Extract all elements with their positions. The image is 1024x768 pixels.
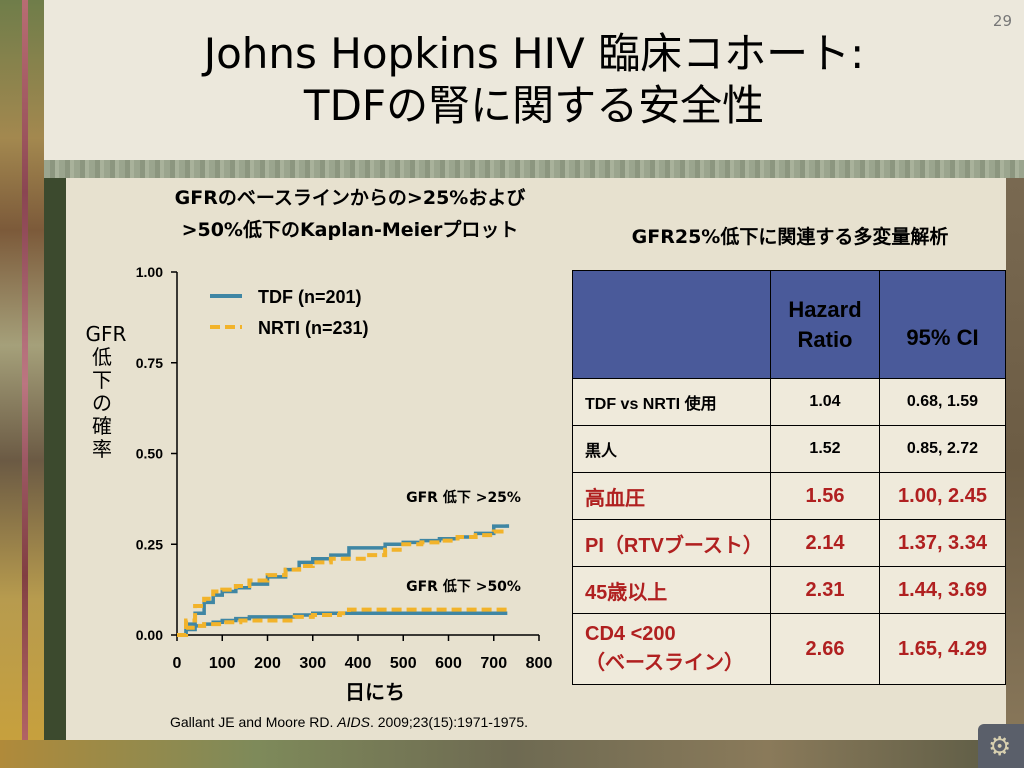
table-row: PI（RTVブースト） 2.14 1.37, 3.34 <box>572 519 1006 567</box>
citation: Gallant JE and Moore RD. AIDS. 2009;23(1… <box>170 714 528 730</box>
legend-label-nrti: NRTI (n=231) <box>258 318 369 338</box>
citation-journal: AIDS <box>337 714 370 730</box>
chart-title-line-1: GFRのベースラインからの>25%および <box>174 187 526 209</box>
chart-annotation: GFR 低下 >25% <box>406 489 521 506</box>
y-tick-label: 0.50 <box>136 446 163 462</box>
y-tick-label: 0.00 <box>136 627 163 643</box>
table-cell-hazard-ratio: 1.52 <box>770 425 880 473</box>
title-line-2: TDFの腎に関する安全性 <box>303 81 765 130</box>
table-cell-label: 黒人 <box>572 425 771 473</box>
y-tick-label: 0.25 <box>136 536 163 552</box>
slide-title: Johns Hopkins HIV 臨床コホート: TDFの腎に関する安全性 <box>44 28 1024 132</box>
x-tick-label: 400 <box>345 655 372 672</box>
table-cell-hazard-ratio: 2.66 <box>770 613 880 685</box>
y-axis-char: 低 <box>92 345 112 369</box>
chart-title: GFRのベースラインからの>25%および >50%低下のKaplan-Meier… <box>120 182 580 246</box>
series-line-tdf-50 <box>177 611 508 637</box>
table-cell-ci: 0.85, 2.72 <box>879 425 1006 473</box>
x-axis-label: 日にち <box>345 680 405 704</box>
table-cell-label: CD4 <200 （ベースライン） <box>572 613 771 685</box>
table-cell-ci: 1.44, 3.69 <box>879 566 1006 614</box>
table-cell-ci: 0.68, 1.59 <box>879 378 1006 426</box>
table-header-ci: 95% CI <box>879 270 1006 379</box>
table-row: 黒人 1.52 0.85, 2.72 <box>572 425 1006 473</box>
x-tick-label: 100 <box>209 655 236 672</box>
table-header-row: Hazard Ratio 95% CI <box>572 270 1006 379</box>
chart-annotation: GFR 低下 >50% <box>406 578 521 595</box>
y-axis-char: 確 <box>92 414 112 438</box>
slide-number: 29 <box>992 12 1012 30</box>
series-line-tdf-25 <box>177 524 510 637</box>
citation-details: . 2009;23(15):1971-1975. <box>369 714 528 730</box>
table-row: CD4 <200 （ベースライン） 2.66 1.65, 4.29 <box>572 613 1006 685</box>
y-tick-label: 1.00 <box>136 264 163 280</box>
table-header-hazard-ratio: Hazard Ratio <box>770 270 880 379</box>
table-cell-label: 高血圧 <box>572 472 771 520</box>
table-header-empty <box>572 270 771 379</box>
table-title: GFR25%低下に関連する多変量解析 <box>631 226 949 248</box>
y-tick-label: 0.75 <box>136 355 163 371</box>
table-cell-label: PI（RTVブースト） <box>572 519 771 567</box>
table-cell-hazard-ratio: 2.31 <box>770 566 880 614</box>
table-row: 高血圧 1.56 1.00, 2.45 <box>572 472 1006 520</box>
y-axis-char: の <box>92 391 112 415</box>
x-tick-label: 300 <box>299 655 326 672</box>
table-cell-ci: 1.00, 2.45 <box>879 472 1006 520</box>
background-photo-right <box>1004 160 1024 768</box>
x-tick-label: 200 <box>254 655 281 672</box>
x-tick-label: 700 <box>480 655 507 672</box>
table-cell-ci: 1.65, 4.29 <box>879 613 1006 685</box>
y-axis-char: 率 <box>92 437 112 461</box>
table-cell-hazard-ratio: 2.14 <box>770 519 880 567</box>
legend-label-tdf: TDF (n=201) <box>258 287 362 307</box>
x-tick-label: 0 <box>173 655 182 672</box>
table-cell-label: 45歳以上 <box>572 566 771 614</box>
title-line-1: Johns Hopkins HIV 臨床コホート: <box>203 29 865 78</box>
table-cell-label: TDF vs NRTI 使用 <box>572 378 771 426</box>
y-axis-label-vertical: 低 下 の 確 率 <box>90 346 114 461</box>
citation-authors: Gallant JE and Moore RD. <box>170 714 338 730</box>
gear-icon: ⚙ <box>978 724 1024 768</box>
series-line-nrti-50 <box>177 607 508 637</box>
decorative-band <box>44 160 1024 178</box>
table-cell-hazard-ratio: 1.04 <box>770 378 880 426</box>
y-axis-char: 下 <box>92 368 112 392</box>
y-axis-label-gfr: GFR <box>85 322 127 346</box>
title-band <box>44 0 1024 160</box>
series-line-nrti-25 <box>177 529 508 637</box>
background-photo-left <box>0 0 44 768</box>
hazard-ratio-table: Hazard Ratio 95% CI TDF vs NRTI 使用 1.04 0.… <box>572 270 1006 685</box>
x-tick-label: 800 <box>526 655 553 672</box>
table-row: TDF vs NRTI 使用 1.04 0.68, 1.59 <box>572 378 1006 426</box>
chart-title-line-2: >50%低下のKaplan-Meierプロット <box>181 219 519 241</box>
x-tick-label: 500 <box>390 655 417 672</box>
table-cell-hazard-ratio: 1.56 <box>770 472 880 520</box>
background-photo-bottom <box>0 740 1024 768</box>
x-tick-label: 600 <box>435 655 462 672</box>
table-cell-ci: 1.37, 3.34 <box>879 519 1006 567</box>
table-row: 45歳以上 2.31 1.44, 3.69 <box>572 566 1006 614</box>
y-axis-label: GFR 低 下 の 確 率 <box>78 322 134 461</box>
